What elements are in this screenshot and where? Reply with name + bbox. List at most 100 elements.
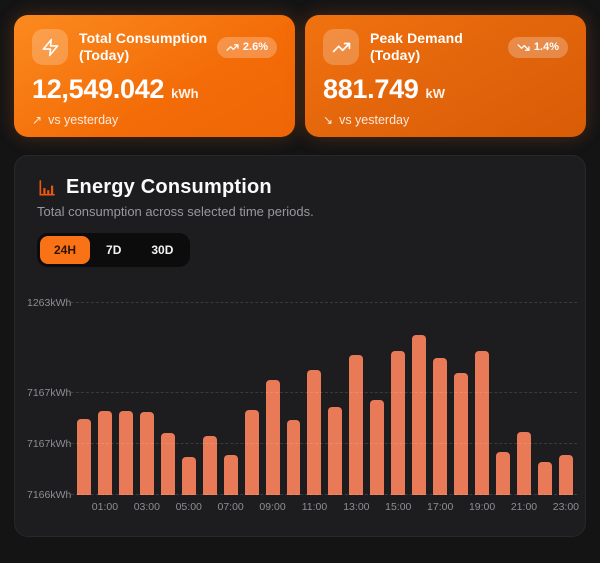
- trending-up-icon: [226, 41, 239, 54]
- gridline: [71, 392, 577, 394]
- card-value-row: 881.749 kW: [323, 74, 568, 105]
- y-tick-label: 1263kWh: [27, 297, 72, 309]
- x-tick-slot: 11:00: [302, 501, 328, 515]
- x-tick-slot: [370, 501, 384, 515]
- x-tick-slot: 23:00: [553, 501, 579, 515]
- x-tick-slot: 05:00: [176, 501, 202, 515]
- x-tick-label: 23:00: [552, 501, 580, 513]
- x-tick-slot: 17:00: [427, 501, 453, 515]
- gridline: [71, 302, 577, 303]
- card-header: Total Consumption (Today) 2.6%: [32, 29, 277, 65]
- x-tick-slot: [328, 501, 342, 515]
- bar-09:00[interactable]: [265, 380, 280, 495]
- x-tick-slot: [538, 501, 552, 515]
- bar-20:00[interactable]: [496, 452, 511, 495]
- x-tick-label: 03:00: [133, 501, 160, 513]
- bar-08:00[interactable]: [244, 410, 259, 495]
- x-tick-slot: [496, 501, 510, 515]
- trending-down-icon: [517, 41, 530, 54]
- trending-up-icon: [323, 29, 359, 65]
- arrow-up-right-icon: ↗: [32, 113, 43, 127]
- bar-03:00[interactable]: [139, 412, 154, 495]
- bar-10:00[interactable]: [286, 420, 301, 495]
- x-tick-slot: 03:00: [134, 501, 160, 515]
- bar-chart-icon: [37, 178, 57, 198]
- badge-value: 2.6%: [242, 41, 268, 53]
- card-value: 12,549.042: [32, 74, 165, 104]
- zap-icon: [32, 29, 68, 65]
- total-consumption-card: Total Consumption (Today) 2.6% 12,549.04…: [14, 15, 295, 137]
- bar-14:00[interactable]: [370, 400, 385, 495]
- trend-badge: 2.6%: [216, 36, 277, 58]
- plot: 1263kWh 7167kWh 7167kWh 7166kWh: [25, 297, 577, 501]
- x-tick-slot: 21:00: [511, 501, 537, 515]
- x-tick-label: 13:00: [343, 501, 370, 513]
- card-footer: ↘ vs yesterday: [323, 113, 568, 127]
- bar-01:00[interactable]: [97, 411, 112, 495]
- x-tick-slot: [161, 501, 175, 515]
- gridline: [71, 494, 577, 495]
- bar-07:00[interactable]: [223, 455, 238, 495]
- badge-value: 1.4%: [533, 41, 559, 53]
- bar-22:00[interactable]: [537, 462, 552, 495]
- trend-badge: 1.4%: [507, 36, 568, 58]
- card-header: Peak Demand (Today) 1.4%: [323, 29, 568, 65]
- bar-06:00[interactable]: [202, 436, 217, 495]
- bar-16:00[interactable]: [412, 335, 427, 495]
- x-tick-label: 17:00: [427, 501, 454, 513]
- x-tick-label: 19:00: [468, 501, 496, 513]
- card-title: Peak Demand (Today): [370, 29, 463, 64]
- tab-24h[interactable]: 24H: [40, 236, 91, 264]
- bar-00:00[interactable]: [77, 419, 91, 495]
- bar-11:00[interactable]: [307, 370, 322, 495]
- bar-12:00[interactable]: [328, 407, 343, 495]
- card-value-row: 12,549.042 kWh: [32, 74, 277, 105]
- chart-subtitle: Total consumption across selected time p…: [37, 204, 314, 219]
- tab-7d[interactable]: 7D: [92, 236, 135, 264]
- bar-21:00[interactable]: [517, 432, 531, 495]
- bar-02:00[interactable]: [118, 411, 133, 495]
- card-value: 881.749: [323, 74, 419, 104]
- peak-demand-card: Peak Demand (Today) 1.4% 881.749 kW ↘ vs…: [305, 15, 586, 137]
- x-tick-slot: 01:00: [92, 501, 118, 515]
- x-tick-slot: 15:00: [385, 501, 411, 515]
- x-tick-slot: [119, 501, 133, 515]
- x-tick-label: 01:00: [91, 501, 119, 513]
- x-tick-slot: 07:00: [218, 501, 244, 515]
- y-tick-label: 7167kWh: [27, 387, 72, 400]
- gridline: [71, 443, 577, 445]
- chart-area: 1263kWh 7167kWh 7167kWh 7166kWh 01:00 03:00 0…: [25, 297, 579, 515]
- x-tick-slot: [412, 501, 426, 515]
- x-tick-label: 07:00: [217, 501, 244, 513]
- x-tick-slot: [77, 501, 91, 515]
- footer-label: vs yesterday: [339, 113, 410, 127]
- card-title: Total Consumption (Today): [79, 29, 208, 64]
- bar-18:00[interactable]: [454, 373, 469, 495]
- card-footer: ↗ vs yesterday: [32, 113, 277, 127]
- bar-19:00[interactable]: [475, 351, 490, 495]
- bar-17:00[interactable]: [433, 358, 448, 495]
- chart-title-row: Energy Consumption: [37, 176, 563, 199]
- card-unit: kW: [425, 86, 446, 101]
- y-tick-label: 7166kWh: [27, 489, 72, 501]
- energy-consumption-panel: Energy Consumption Total consumption acr…: [14, 155, 586, 537]
- bar-13:00[interactable]: [349, 355, 364, 495]
- bar-05:00[interactable]: [181, 457, 196, 495]
- x-tick-slot: [287, 501, 301, 515]
- x-tick-label: 11:00: [301, 501, 328, 513]
- footer-label: vs yesterday: [48, 113, 119, 127]
- tab-30d[interactable]: 30D: [137, 236, 187, 264]
- x-tick-slot: [454, 501, 468, 515]
- x-tick-label: 15:00: [385, 501, 412, 513]
- x-axis-labels: 01:00 03:00 05:00 07:00 09:00 11:00 13:00 15:00…: [77, 501, 579, 515]
- bar-15:00[interactable]: [391, 351, 406, 495]
- kpi-row: Total Consumption (Today) 2.6% 12,549.04…: [14, 15, 586, 137]
- bar-23:00[interactable]: [558, 455, 573, 495]
- chart-title: Energy Consumption: [66, 176, 272, 198]
- x-tick-label: 09:00: [259, 501, 286, 513]
- x-tick-slot: [203, 501, 217, 515]
- bar-04:00[interactable]: [160, 433, 175, 495]
- x-tick-label: 05:00: [175, 501, 202, 513]
- arrow-down-right-icon: ↘: [323, 113, 334, 127]
